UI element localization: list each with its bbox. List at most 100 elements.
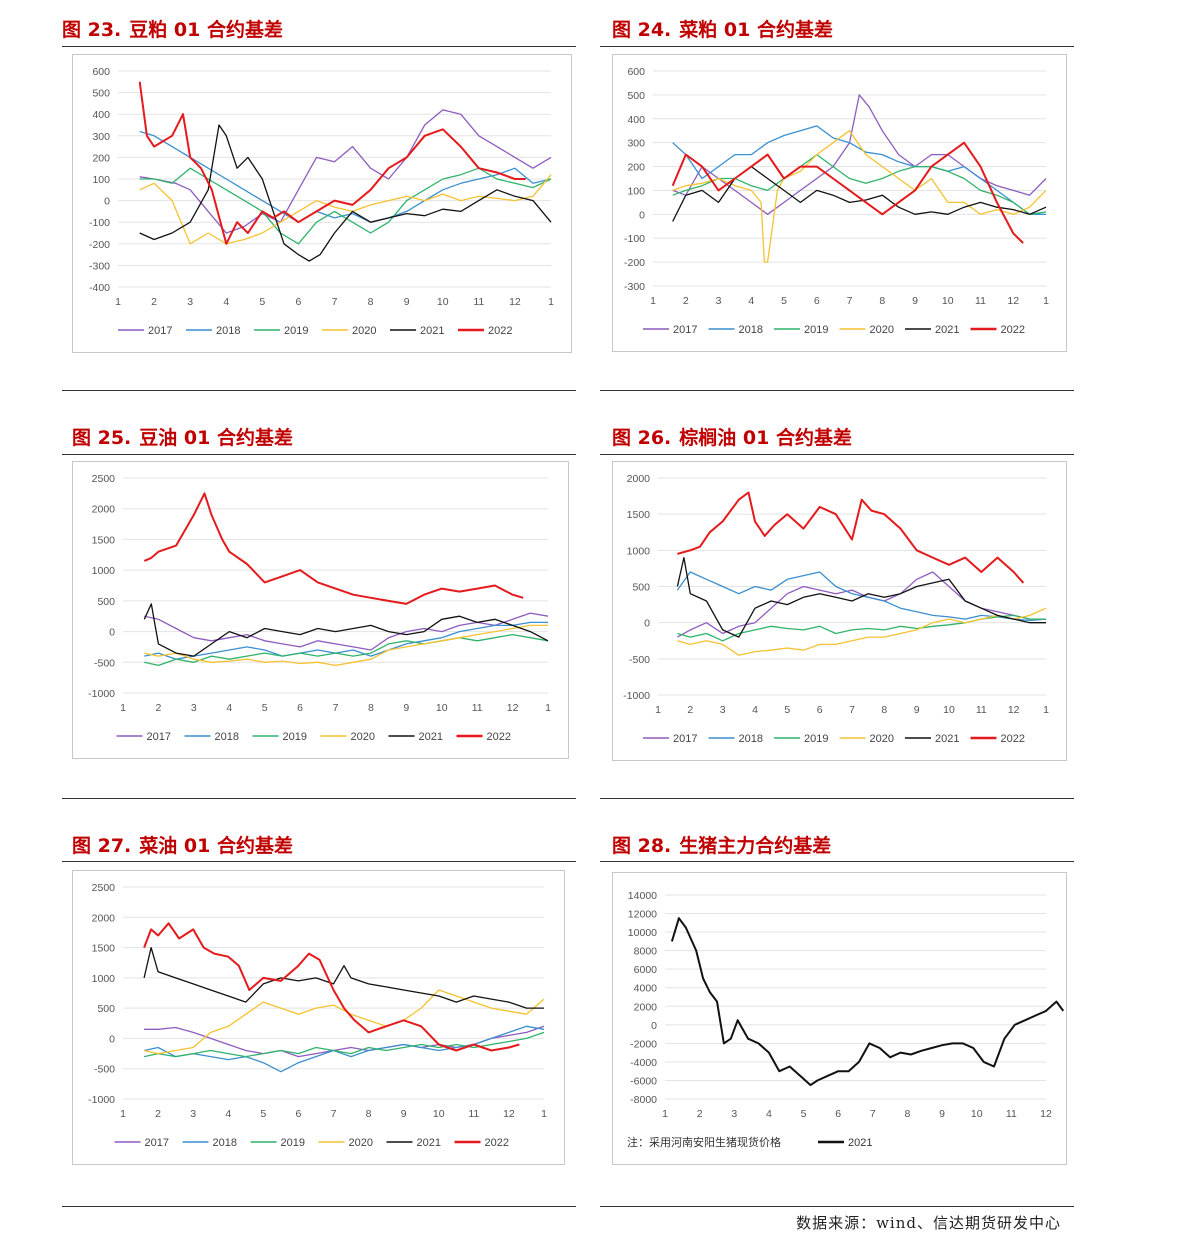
title-rule bbox=[62, 861, 576, 862]
x-tick-label: 4 bbox=[226, 702, 232, 714]
x-tick-label: 1 bbox=[662, 1108, 668, 1120]
x-tick-label: 5 bbox=[784, 704, 790, 716]
series-line-2019 bbox=[139, 167, 552, 245]
y-tick-label: -4000 bbox=[630, 1057, 657, 1069]
series-line-2020 bbox=[139, 174, 552, 245]
y-tick-label: 600 bbox=[92, 66, 110, 78]
x-tick-label: 7 bbox=[332, 296, 338, 308]
y-tick-label: 1500 bbox=[627, 509, 651, 521]
x-tick-label: 5 bbox=[801, 1108, 807, 1120]
x-tick-label: 9 bbox=[404, 296, 410, 308]
y-tick-label: -300 bbox=[624, 281, 645, 293]
x-tick-label: 12 bbox=[1040, 1108, 1052, 1120]
y-tick-label: 10000 bbox=[628, 927, 657, 939]
title-rule bbox=[600, 454, 1074, 455]
x-tick-label: 4 bbox=[223, 296, 229, 308]
y-tick-label: 14000 bbox=[628, 890, 657, 902]
series-line-2022 bbox=[143, 922, 520, 1052]
y-tick-label: -2000 bbox=[630, 1038, 657, 1050]
section-rule bbox=[62, 798, 576, 799]
x-tick-label: 7 bbox=[847, 295, 853, 307]
x-tick-label: 3 bbox=[187, 296, 193, 308]
series-line-2017 bbox=[144, 612, 549, 651]
y-tick-label: -1000 bbox=[88, 1094, 115, 1106]
y-tick-label: -200 bbox=[89, 239, 110, 251]
series-line-2022 bbox=[677, 491, 1025, 584]
y-tick-label: 100 bbox=[92, 174, 110, 186]
x-tick-label: 3 bbox=[720, 704, 726, 716]
series-line-2021 bbox=[139, 124, 552, 262]
chart-frame: -1000 -500 0 500 1000 1500 2000 2500 1 2 3 4 5 6 7 8 9 10… bbox=[72, 870, 565, 1165]
y-tick-label: -500 bbox=[629, 654, 650, 666]
x-tick-label: 2 bbox=[155, 702, 161, 714]
legend-label-2021: 2021 bbox=[419, 731, 443, 743]
y-tick-label: 8000 bbox=[634, 946, 658, 958]
y-tick-label: 400 bbox=[92, 109, 110, 121]
chart-note: 注：采用河南安阳生猪现货价格 bbox=[627, 1135, 781, 1149]
chart-frame: -1000 -500 0 500 1000 1500 2000 2500 1 2 3 4 5 6 7 8 9 10… bbox=[72, 461, 569, 759]
x-tick-label: 8 bbox=[368, 702, 374, 714]
x-tick-label: 11 bbox=[473, 296, 484, 308]
y-tick-label: 2000 bbox=[634, 1001, 658, 1013]
legend-label-2020: 2020 bbox=[870, 324, 894, 336]
legend-label-2022: 2022 bbox=[1001, 733, 1025, 745]
legend-label-2018: 2018 bbox=[215, 731, 239, 743]
legend-label-2021: 2021 bbox=[417, 1137, 441, 1149]
legend-label-2022: 2022 bbox=[1001, 324, 1025, 336]
legend-label-2022: 2022 bbox=[485, 1137, 509, 1149]
x-tick-label: 7 bbox=[849, 704, 855, 716]
series-line-2019 bbox=[144, 633, 549, 667]
x-tick-label: 4 bbox=[766, 1108, 772, 1120]
x-tick-label: 2 bbox=[697, 1108, 703, 1120]
x-tick-label: 2 bbox=[155, 1108, 161, 1120]
x-tick-label: 12 bbox=[509, 296, 521, 308]
x-tick-label: 9 bbox=[401, 1108, 407, 1120]
section-rule bbox=[600, 1206, 1074, 1207]
series-line-2021 bbox=[143, 603, 549, 657]
x-tick-label: 2 bbox=[151, 296, 157, 308]
title-rule bbox=[600, 46, 1074, 47]
legend-label-2017: 2017 bbox=[673, 324, 697, 336]
series-line-2018 bbox=[144, 621, 548, 660]
y-tick-label: -200 bbox=[624, 257, 645, 269]
y-tick-label: -100 bbox=[89, 217, 110, 229]
y-tick-label: 300 bbox=[627, 138, 645, 150]
y-tick-label: -300 bbox=[89, 260, 110, 272]
x-tick-label: 9 bbox=[912, 295, 918, 307]
x-tick-label: 6 bbox=[814, 295, 820, 307]
x-tick-label: 11 bbox=[1006, 1108, 1017, 1120]
y-tick-label: 600 bbox=[627, 66, 645, 78]
x-tick-label: 1 bbox=[541, 1108, 547, 1120]
y-tick-label: 500 bbox=[92, 88, 110, 100]
y-tick-label: 2000 bbox=[92, 912, 116, 924]
y-tick-label: 6000 bbox=[634, 964, 658, 976]
y-tick-label: 1000 bbox=[92, 565, 116, 577]
x-tick-label: 8 bbox=[881, 704, 887, 716]
y-tick-label: 1000 bbox=[92, 973, 116, 985]
legend-label-2019: 2019 bbox=[804, 324, 828, 336]
legend-label-2020: 2020 bbox=[351, 731, 375, 743]
x-tick-label: 3 bbox=[731, 1108, 737, 1120]
series-line-2018 bbox=[139, 130, 552, 223]
y-tick-label: 0 bbox=[651, 1020, 657, 1032]
x-tick-label: 9 bbox=[403, 702, 409, 714]
series-line-2021 bbox=[143, 946, 544, 1009]
y-tick-label: -1000 bbox=[623, 690, 650, 702]
y-tick-label: 500 bbox=[97, 596, 115, 608]
series-line-2019 bbox=[677, 614, 1046, 642]
x-tick-label: 1 bbox=[120, 702, 126, 714]
x-tick-label: 1 bbox=[655, 704, 661, 716]
x-tick-label: 4 bbox=[225, 1108, 231, 1120]
y-tick-label: 200 bbox=[627, 162, 645, 174]
series-line-2021 bbox=[676, 556, 1046, 638]
x-tick-label: 5 bbox=[259, 296, 265, 308]
y-tick-label: 1000 bbox=[627, 545, 651, 557]
x-tick-label: 12 bbox=[1008, 704, 1020, 716]
series-line-2018 bbox=[672, 125, 1046, 215]
figure-title: 图 25. 豆油 01 合约基差 bbox=[72, 427, 293, 449]
section-rule bbox=[62, 1206, 576, 1207]
x-tick-label: 10 bbox=[433, 1108, 445, 1120]
